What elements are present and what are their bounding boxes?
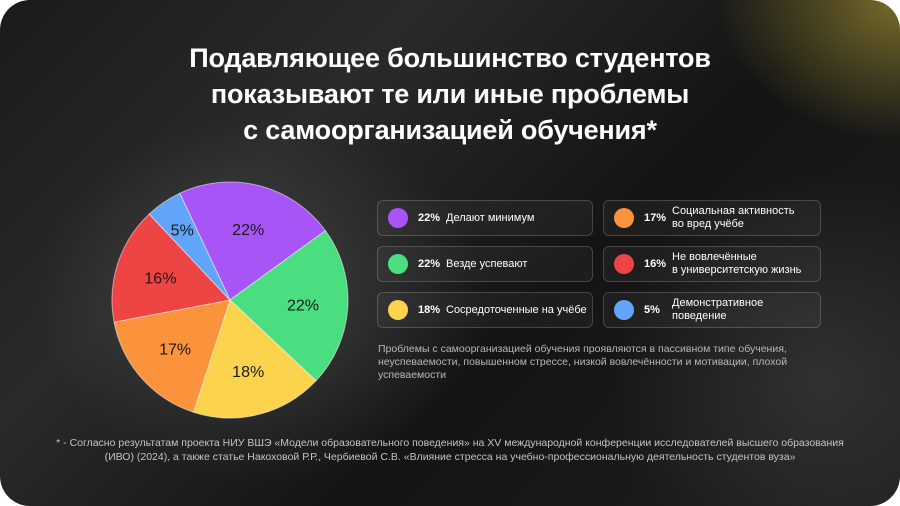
source-footnote: * - Согласно результатам проекта НИУ ВШЭ… [20,436,880,464]
pie-slice-3 [113,299,231,413]
legend-label: Не вовлечённые в университетскую жизнь [672,251,802,276]
pie-slice-label-0: 22% [232,222,264,239]
legend-item-do-minimum: 22% Делают минимум [377,200,593,236]
legend-label: Сосредоточенные на учёбе [446,303,587,316]
pie-slice-label-5: 5% [171,223,194,240]
legend-label: Демонстративное поведение [672,297,764,322]
explanation-note: Проблемы с самоорганизацией обучения про… [378,343,788,381]
legend-dot [614,208,634,228]
legend-dot [388,300,408,320]
legend-dot [614,254,634,274]
legend-item-study-focused: 18% Сосредоточенные на учёбе [377,292,593,328]
legend-dot [614,300,634,320]
legend-label: Везде успевают [446,257,528,270]
pie-slice-label-3: 17% [159,341,191,358]
pie-slice-2 [192,299,317,419]
legend-percent: 5% [644,304,660,316]
pie-slice-5 [148,192,231,301]
pie-slice-4 [111,213,231,323]
pie-slice-label-2: 18% [232,364,264,381]
legend-percent: 16% [644,258,667,270]
pie-slice-1 [229,229,349,382]
legend-item-social-activity: 17% Социальная активность во вред учёбе [603,200,821,236]
footnote-line-2: (ИВО) (2024), а также статье Накоховой Р… [104,451,796,463]
legend-percent: 17% [644,212,667,224]
legend-percent: 22% [418,212,441,224]
footnote-line-1: * - Согласно результатам проекта НИУ ВШЭ… [56,437,844,449]
title-line-1: Подавляющее большинство студентов [189,43,711,73]
legend-label: Социальная активность во вред учёбе [672,205,795,230]
pie-slice-label-1: 22% [287,298,319,315]
pie-slice-label-4: 16% [144,270,176,287]
legend-percent: 22% [418,258,441,270]
title-line-3: с самоорганизацией обучения* [243,115,657,145]
legend-item-manage-everything: 22% Везде успевают [377,246,593,282]
legend-dot [388,254,408,274]
legend-item-not-involved: 16% Не вовлечённые в университетскую жизн… [603,246,821,282]
legend-percent: 18% [418,304,441,316]
legend-label: Делают минимум [446,211,535,224]
pie-chart: 22% 22% 18% 17% 16% 5% [111,181,349,419]
slide-title: Подавляющее большинство студентов показы… [0,40,900,148]
legend-item-demonstrative: 5% Демонстративное поведение [603,292,821,328]
title-line-2: показывают те или иные проблемы [210,79,690,109]
legend-dot [388,208,408,228]
